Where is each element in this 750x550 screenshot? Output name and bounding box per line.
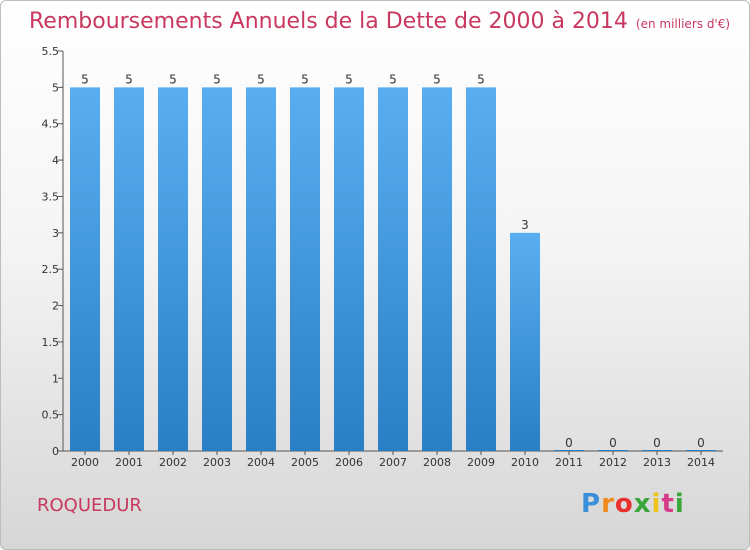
chart-bars — [70, 87, 716, 451]
x-tick-label: 2005 — [291, 456, 319, 469]
chart-title-text: Remboursements Annuels de la Dette de 20… — [29, 9, 628, 34]
y-tick-label: 2.5 — [42, 263, 60, 276]
bar — [334, 87, 364, 451]
data-label: 0 — [653, 436, 661, 450]
chart-labels: 2000 5 2001 5 2002 5 2003 5 2004 5 2005 5 2006 5 2007 5… — [71, 72, 715, 469]
chart-title: Remboursements Annuels de la Dette de 20… — [29, 9, 730, 34]
bar — [246, 87, 276, 451]
data-label: 3 — [521, 218, 529, 232]
data-label: 5 — [81, 72, 89, 86]
x-tick-label: 2013 — [643, 456, 671, 469]
x-tick-label: 2014 — [687, 456, 715, 469]
y-tick-label: 3 — [52, 227, 59, 240]
y-tick-label: 0.5 — [42, 409, 60, 422]
bar — [158, 87, 188, 451]
data-label: 5 — [213, 72, 221, 86]
bar — [686, 450, 716, 451]
data-label: 5 — [433, 72, 441, 86]
x-tick-label: 2001 — [115, 456, 143, 469]
data-label: 5 — [125, 72, 133, 86]
x-tick-label: 2012 — [599, 456, 627, 469]
x-tick-label: 2003 — [203, 456, 231, 469]
data-label: 0 — [609, 436, 617, 450]
x-tick-label: 2006 — [335, 456, 363, 469]
commune-name: ROQUEDUR — [37, 495, 142, 516]
data-label: 5 — [169, 72, 177, 86]
bar — [466, 87, 496, 451]
y-tick-label: 4.5 — [42, 118, 60, 131]
x-tick-label: 2004 — [247, 456, 275, 469]
x-tick-label: 2007 — [379, 456, 407, 469]
data-label: 5 — [301, 72, 309, 86]
x-tick-label: 2009 — [467, 456, 495, 469]
y-tick-label: 0 — [52, 445, 59, 458]
bar — [422, 87, 452, 451]
proxiti-logo: Proxiti — [581, 489, 685, 519]
bar — [70, 87, 100, 451]
y-tick-label: 4 — [52, 154, 59, 167]
y-tick-label: 5 — [52, 81, 59, 94]
bar — [510, 232, 540, 451]
data-label: 0 — [565, 436, 573, 450]
bar — [378, 87, 408, 451]
chart-axes: 0 0.5 1 1.5 2 2.5 3 3.5 4 4.5 5 5.5 — [42, 45, 723, 458]
x-tick-label: 2000 — [71, 456, 99, 469]
data-label: 5 — [345, 72, 353, 86]
bar — [114, 87, 144, 451]
data-label: 0 — [697, 436, 705, 450]
x-tick-label: 2011 — [555, 456, 583, 469]
data-label: 5 — [257, 72, 265, 86]
data-label: 5 — [389, 72, 397, 86]
chart-subtitle: (en milliers d'€) — [635, 17, 731, 31]
y-tick-label: 1.5 — [42, 336, 60, 349]
y-tick-label: 2 — [52, 300, 59, 313]
x-tick-label: 2002 — [159, 456, 187, 469]
bar — [554, 450, 584, 451]
y-tick-label: 1 — [52, 372, 59, 385]
y-tick-label: 5.5 — [42, 45, 60, 58]
bar — [290, 87, 320, 451]
x-tick-label: 2010 — [511, 456, 539, 469]
bar — [642, 450, 672, 451]
bar — [598, 450, 628, 451]
data-label: 5 — [477, 72, 485, 86]
y-tick-label: 3.5 — [42, 190, 60, 203]
bar — [202, 87, 232, 451]
x-tick-label: 2008 — [423, 456, 451, 469]
